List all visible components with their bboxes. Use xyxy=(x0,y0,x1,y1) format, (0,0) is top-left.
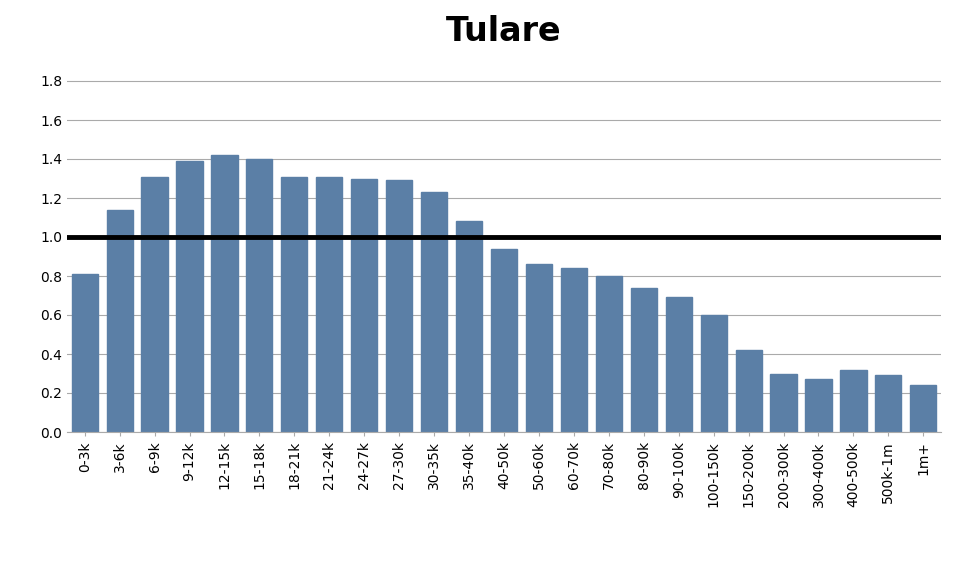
Bar xyxy=(596,276,622,432)
Title: Tulare: Tulare xyxy=(446,15,562,48)
Bar xyxy=(351,179,377,432)
Bar xyxy=(805,380,831,432)
Bar xyxy=(107,210,132,432)
Bar xyxy=(526,264,552,432)
Bar xyxy=(665,297,692,432)
Bar xyxy=(386,180,412,432)
Bar xyxy=(281,177,307,432)
Bar xyxy=(701,315,727,432)
Bar xyxy=(840,370,867,432)
Bar xyxy=(316,177,343,432)
Bar xyxy=(631,287,657,432)
Bar xyxy=(421,192,447,432)
Bar xyxy=(876,376,901,432)
Bar xyxy=(910,385,936,432)
Bar xyxy=(247,159,273,432)
Bar xyxy=(177,161,203,432)
Bar xyxy=(456,221,482,432)
Bar xyxy=(561,268,587,432)
Bar xyxy=(211,155,237,432)
Bar xyxy=(771,373,797,432)
Bar xyxy=(141,177,168,432)
Bar xyxy=(735,350,761,432)
Bar xyxy=(72,274,98,432)
Bar xyxy=(491,249,517,432)
